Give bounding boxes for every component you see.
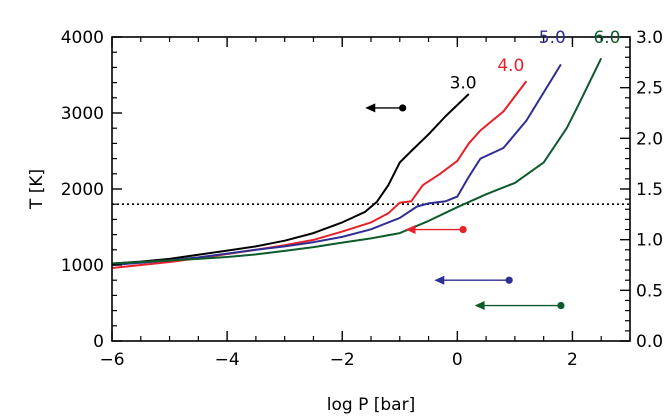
arrow-head-3.0	[365, 103, 376, 113]
series-label-3.0: 3.0	[450, 74, 477, 94]
y-tick-label: 0	[93, 332, 104, 352]
right-tick-label: 0.0	[636, 332, 663, 352]
y-axis-label: T [K]	[27, 169, 47, 210]
arrow-dot-6.0	[557, 301, 565, 310]
arrow-layer	[365, 103, 565, 311]
tick-layer: −6 −4 −2 0 2 0 1000 2000 3000 4000 0.0 0.5 1.0 1.5 2.0…	[61, 28, 663, 370]
series-layer	[111, 57, 603, 269]
right-tick-label: 0.5	[636, 281, 663, 301]
label-layer: 3.0 4.0 5.0 6.0	[450, 28, 621, 94]
series-label-6.0: 6.0	[593, 28, 620, 48]
x-tick-label: −6	[99, 350, 124, 370]
right-tick-label: 1.5	[636, 180, 663, 200]
series-line-6.0	[111, 57, 603, 265]
arrow-dot-4.0	[459, 225, 467, 234]
plot-frame	[111, 36, 631, 342]
x-tick-label: 2	[567, 350, 578, 370]
x-tick-label: 0	[452, 350, 463, 370]
series-label-5.0: 5.0	[539, 28, 566, 48]
series-line-4.0	[111, 80, 528, 269]
y-tick-label: 1000	[61, 256, 104, 276]
y-tick-label: 4000	[61, 28, 104, 48]
y-tick-label: 3000	[61, 104, 104, 124]
right-tick-label: 2.0	[636, 129, 663, 149]
arrow-head-5.0	[434, 275, 445, 285]
right-tick-label: 2.5	[636, 79, 663, 99]
x-tick-label: −2	[330, 350, 355, 370]
series-line-3.0	[111, 93, 470, 265]
x-tick-label: −4	[215, 350, 240, 370]
y-tick-label: 2000	[61, 180, 104, 200]
series-label-4.0: 4.0	[497, 56, 524, 76]
x-axis-label: log P [bar]	[327, 395, 415, 415]
right-tick-label: 3.0	[636, 28, 663, 48]
arrow-head-6.0	[474, 301, 485, 311]
arrow-dot-3.0	[399, 104, 407, 112]
series-line-5.0	[111, 63, 562, 266]
right-tick-label: 1.0	[636, 231, 663, 251]
arrow-head-4.0	[405, 225, 416, 235]
arrow-dot-5.0	[505, 276, 513, 284]
